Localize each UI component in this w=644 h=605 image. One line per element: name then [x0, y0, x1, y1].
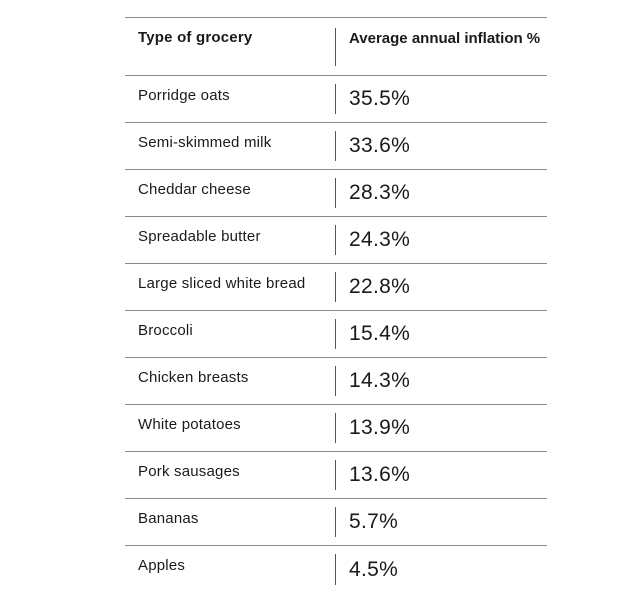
grocery-name: White potatoes	[138, 416, 241, 433]
table-row: Semi-skimmed milk 33.6%	[125, 123, 547, 170]
inflation-value: 13.9%	[335, 413, 547, 443]
grocery-inflation-table: Type of grocery Average annual inflation…	[125, 17, 547, 593]
inflation-value: 24.3%	[335, 225, 547, 255]
inflation-value: 4.5%	[335, 554, 547, 585]
inflation-value: 13.6%	[335, 460, 547, 490]
header-annual-inflation: Average annual inflation %	[335, 28, 547, 66]
grocery-name: Broccoli	[138, 322, 193, 339]
header-grocery-type: Type of grocery	[138, 29, 253, 46]
grocery-name: Bananas	[138, 510, 199, 527]
table-row: Chicken breasts 14.3%	[125, 358, 547, 405]
grocery-name: Apples	[138, 557, 186, 574]
grocery-name: Chicken breasts	[138, 369, 249, 386]
inflation-value: 28.3%	[335, 178, 547, 208]
table-row: Porridge oats 35.5%	[125, 76, 547, 123]
table-row: Apples 4.5%	[125, 546, 547, 593]
table-row: Large sliced white bread 22.8%	[125, 264, 547, 311]
inflation-value: 22.8%	[335, 272, 547, 302]
table-row: Broccoli 15.4%	[125, 311, 547, 358]
grocery-name: Porridge oats	[138, 87, 230, 104]
grocery-name: Cheddar cheese	[138, 181, 251, 198]
table-header-row: Type of grocery Average annual inflation…	[125, 18, 547, 76]
inflation-value: 5.7%	[335, 507, 547, 537]
inflation-value: 35.5%	[335, 84, 547, 114]
grocery-name: Pork sausages	[138, 463, 240, 480]
inflation-value: 15.4%	[335, 319, 547, 349]
table-row: Pork sausages 13.6%	[125, 452, 547, 499]
table-row: Bananas 5.7%	[125, 499, 547, 546]
grocery-name: Semi-skimmed milk	[138, 134, 272, 151]
table-row: White potatoes 13.9%	[125, 405, 547, 452]
grocery-name: Large sliced white bread	[138, 275, 306, 292]
grocery-name: Spreadable butter	[138, 228, 261, 245]
inflation-value: 14.3%	[335, 366, 547, 396]
table-row: Cheddar cheese 28.3%	[125, 170, 547, 217]
table-row: Spreadable butter 24.3%	[125, 217, 547, 264]
inflation-value: 33.6%	[335, 131, 547, 161]
